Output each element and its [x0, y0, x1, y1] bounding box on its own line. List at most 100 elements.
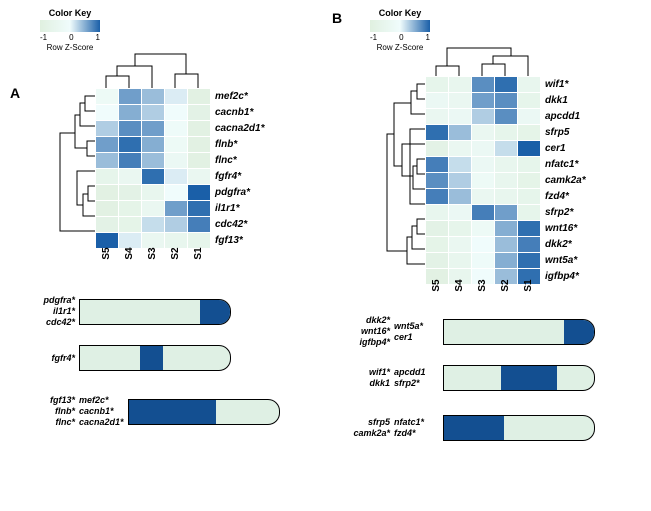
heatmap-row: wif1*	[426, 77, 588, 93]
heatmap-cell	[119, 105, 142, 121]
heatmap-row: flnc*	[96, 153, 266, 169]
heatmap-cell	[96, 185, 119, 201]
capsule-b-3: sfrp5camk2a*nfatc1*fzd4*	[335, 415, 595, 441]
gene-label: il1r1*	[211, 201, 266, 217]
color-key-ticks: -101	[40, 33, 100, 42]
heatmap-cell	[165, 169, 188, 185]
capsule-shape	[443, 365, 595, 391]
col-label: S2	[170, 242, 181, 265]
gene-label: flnb*	[211, 137, 266, 153]
heatmap-cell	[449, 93, 472, 109]
heatmap-b: wif1*dkk1apcdd1sfrp5cer1nfatc1*camk2a*fz…	[425, 76, 588, 285]
heatmap-cell	[449, 125, 472, 141]
heatmap-cell	[449, 173, 472, 189]
heatmap-row: fzd4*	[426, 189, 588, 205]
col-label: S4	[124, 242, 135, 265]
capsule-a-1: pdgfra*il1r1*cdc42*	[20, 295, 231, 328]
heatmap-cell	[119, 153, 142, 169]
heatmap-cell	[426, 173, 449, 189]
heatmap-cell	[165, 201, 188, 217]
heatmap-cell	[426, 253, 449, 269]
heatmap-cell	[426, 189, 449, 205]
heatmap-cell	[142, 137, 165, 153]
heatmap-cell	[472, 77, 495, 93]
heatmap-cell	[472, 237, 495, 253]
heatmap-cell	[472, 157, 495, 173]
gene-label: wif1*	[541, 77, 588, 93]
heatmap-cell	[165, 153, 188, 169]
heatmap-cell	[518, 221, 541, 237]
heatmap-cell	[472, 173, 495, 189]
heatmap-cell	[518, 77, 541, 93]
heatmap-row: pdgfra*	[96, 185, 266, 201]
heatmap-cell	[518, 109, 541, 125]
heatmap-cell	[518, 157, 541, 173]
heatmap-cell	[426, 221, 449, 237]
gene-label: cdc42*	[211, 217, 266, 233]
heatmap-cell	[142, 105, 165, 121]
heatmap-cell	[472, 141, 495, 157]
heatmap-row: nfatc1*	[426, 157, 588, 173]
heatmap-cell	[142, 185, 165, 201]
heatmap-cell	[426, 141, 449, 157]
color-key-title: Color Key	[40, 8, 100, 18]
heatmap-cell	[426, 93, 449, 109]
heatmap-cell	[449, 157, 472, 173]
heatmap-cell	[472, 93, 495, 109]
heatmap-cell	[495, 141, 518, 157]
heatmap-row: fgfr4*	[96, 169, 266, 185]
gene-label: igfbp4*	[541, 269, 588, 285]
capsule-labels-left: wif1*dkk1	[335, 367, 394, 389]
gene-label: pdgfra*	[211, 185, 266, 201]
heatmap-row: sfrp2*	[426, 205, 588, 221]
gene-label: dkk1	[541, 93, 588, 109]
gene-label: sfrp2*	[541, 205, 588, 221]
gene-label: sfrp5	[541, 125, 588, 141]
heatmap-cell	[472, 221, 495, 237]
gene-label: fzd4*	[541, 189, 588, 205]
heatmap-cell	[426, 77, 449, 93]
capsule-labels-left: fgfr4*	[20, 353, 79, 364]
heatmap-cell	[518, 189, 541, 205]
heatmap-cell	[518, 125, 541, 141]
heatmap-cell	[449, 189, 472, 205]
col-label: S3	[477, 274, 488, 297]
heatmap-cell	[165, 105, 188, 121]
color-key-a: Color Key -101 Row Z-Score	[40, 8, 100, 52]
heatmap-cell	[142, 121, 165, 137]
heatmap-cell	[142, 169, 165, 185]
heatmap-cell	[495, 189, 518, 205]
heatmap-cell	[119, 121, 142, 137]
row-dendro-a	[55, 88, 95, 248]
heatmap-cell	[96, 137, 119, 153]
heatmap-cell	[426, 125, 449, 141]
heatmap-cell	[142, 153, 165, 169]
color-key-title: Color Key	[370, 8, 430, 18]
col-label: S3	[147, 242, 158, 265]
col-label: S2	[500, 274, 511, 297]
heatmap-cell	[495, 205, 518, 221]
heatmap-cell	[188, 201, 211, 217]
color-key-gradient	[370, 20, 430, 32]
gene-label: camk2a*	[541, 173, 588, 189]
capsule-b-1: dkk2*wnt16*igfbp4*wnt5a*cer1	[335, 315, 595, 348]
gene-label: cacnb1*	[211, 105, 266, 121]
heatmap-cell	[449, 109, 472, 125]
heatmap-cell	[449, 205, 472, 221]
heatmap-cell	[96, 169, 119, 185]
heatmap-cell	[119, 89, 142, 105]
heatmap-cell	[449, 253, 472, 269]
capsule-a-2: fgfr4*	[20, 345, 231, 371]
col-label: S1	[523, 274, 534, 297]
heatmap-cell	[188, 89, 211, 105]
heatmap-cell	[142, 217, 165, 233]
heatmap-cell	[188, 121, 211, 137]
capsule-shape	[443, 319, 595, 345]
heatmap-row: apcdd1	[426, 109, 588, 125]
capsule-b-2: wif1*dkk1apcdd1sfrp2*	[335, 365, 595, 391]
panel-a-label: A	[10, 85, 20, 101]
heatmap-row: cdc42*	[96, 217, 266, 233]
gene-label: mef2c*	[211, 89, 266, 105]
heatmap-row: dkk1	[426, 93, 588, 109]
gene-label: wnt5a*	[541, 253, 588, 269]
